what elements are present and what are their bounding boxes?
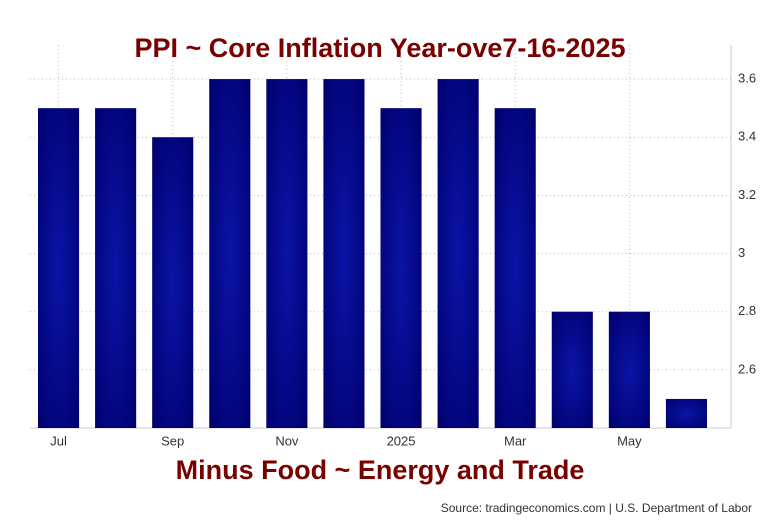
- y-tick-label: 2.6: [738, 361, 756, 376]
- bar: [37, 108, 80, 429]
- bar: [209, 79, 251, 429]
- x-tick-label: Nov: [275, 433, 299, 448]
- bar: [95, 108, 137, 429]
- y-tick-label: 3.2: [738, 187, 756, 202]
- bar: [665, 398, 708, 428]
- y-tick-label: 2.8: [738, 303, 756, 318]
- chart-title: PPI ~ Core Inflation Year-ove7-16-2025: [135, 33, 626, 63]
- y-tick-label: 3.4: [738, 129, 756, 144]
- y-tick-label: 3.6: [738, 71, 756, 86]
- bar: [323, 79, 365, 429]
- source: Source: tradingeconomics.com | U.S. Depa…: [441, 501, 752, 515]
- x-tick-label: Sep: [161, 433, 184, 448]
- x-tick-label: May: [617, 433, 642, 448]
- bar: [380, 108, 422, 429]
- bar: [437, 79, 479, 429]
- bar: [551, 311, 593, 428]
- chart-subtitle: Minus Food ~ Energy and Trade: [176, 455, 585, 485]
- bar: [152, 137, 194, 428]
- x-tick-label: Jul: [50, 433, 67, 448]
- y-tick-label: 3: [738, 245, 745, 260]
- bar: [608, 311, 650, 428]
- bar: [266, 79, 308, 429]
- x-tick-label: 2025: [387, 433, 416, 448]
- x-tick-label: Mar: [504, 433, 527, 448]
- bar: [494, 108, 536, 429]
